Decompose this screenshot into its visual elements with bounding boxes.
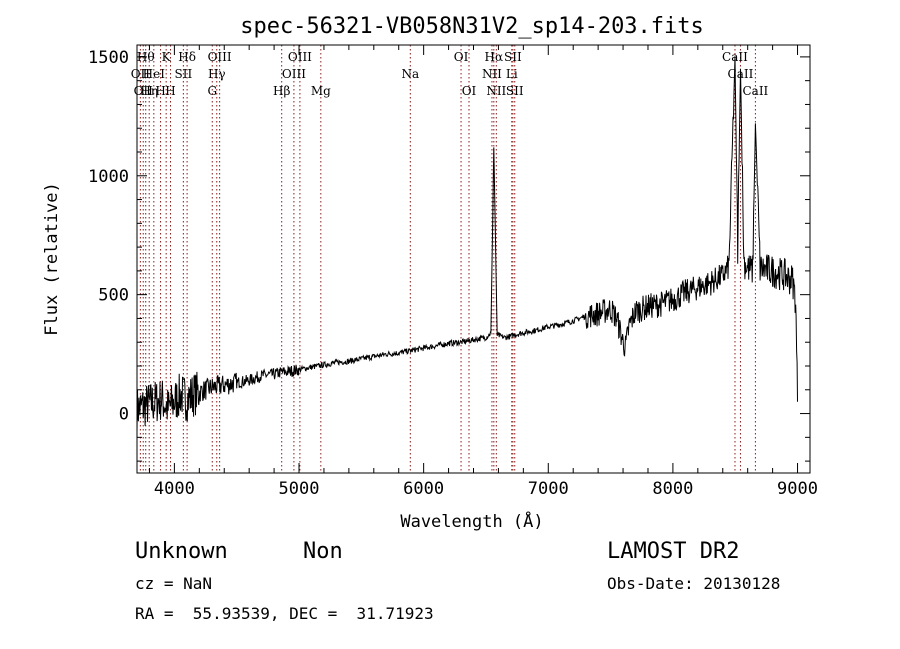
cz-value: cz = NaN (135, 574, 213, 593)
line-label: Hα (485, 50, 504, 64)
survey-label: LAMOST DR2 (607, 539, 740, 564)
y-tick-label: 0 (119, 405, 129, 425)
x-tick-label: 4000 (154, 479, 195, 499)
line-label: Hη (140, 84, 158, 98)
line-label: NII (482, 67, 502, 81)
chart-title: spec-56321-VB058N31V2_sp14-203.fits (240, 14, 704, 39)
line-label: SII (506, 84, 524, 98)
line-label: SII (504, 50, 522, 64)
x-tick-label: 7000 (528, 479, 569, 499)
line-label: CaII (742, 84, 768, 98)
line-label: Mg (311, 84, 331, 98)
x-tick-label: 5000 (279, 479, 320, 499)
line-label: OII (134, 84, 154, 98)
line-label: Hγ (208, 67, 226, 81)
coordinates-value: RA = 55.93539, DEC = 31.71923 (135, 604, 434, 623)
plot-frame (136, 44, 811, 474)
line-label: Na (401, 67, 419, 81)
line-label-group: OIIOIIHθHηHeIHKHSIIHδGHγOIIIHβOIIIOIIIMg… (131, 50, 769, 98)
line-label: OI (462, 84, 477, 98)
obs-date-value: Obs-Date: 20130128 (607, 574, 781, 593)
x-tick-label: 9000 (777, 479, 818, 499)
y-tick-label: 1500 (88, 48, 129, 68)
line-label: H (155, 84, 165, 98)
x-axis-label: Wavelength (Å) (400, 510, 543, 532)
line-label: OIII (208, 50, 232, 64)
line-label: SII (175, 67, 193, 81)
x-tick-label: 6000 (403, 479, 444, 499)
line-label: H (165, 84, 175, 98)
line-marker-group (139, 45, 756, 473)
y-tick-label: 1000 (88, 167, 129, 187)
spectrum-line (136, 56, 798, 432)
line-label: Hδ (178, 50, 196, 64)
classification-label: Unknown (135, 539, 228, 564)
line-label: NII (486, 84, 506, 98)
line-label: Li (506, 67, 518, 81)
line-label: K (162, 50, 172, 64)
subclass-label: Non (303, 539, 343, 564)
x-tick-label: 8000 (652, 479, 693, 499)
axis-ticks: 4000 5000 6000 7000 8000 9000 0 500 1000 1500 (88, 45, 818, 499)
line-label: OII (131, 67, 151, 81)
y-axis-label: Flux (relative) (42, 182, 62, 336)
line-label: OI (454, 50, 469, 64)
line-label: Hβ (273, 84, 290, 98)
y-tick-label: 500 (98, 286, 129, 306)
line-label: G (207, 84, 217, 98)
line-label: OIII (282, 67, 306, 81)
line-label: OIII (288, 50, 312, 64)
line-label: HeI (143, 67, 166, 81)
